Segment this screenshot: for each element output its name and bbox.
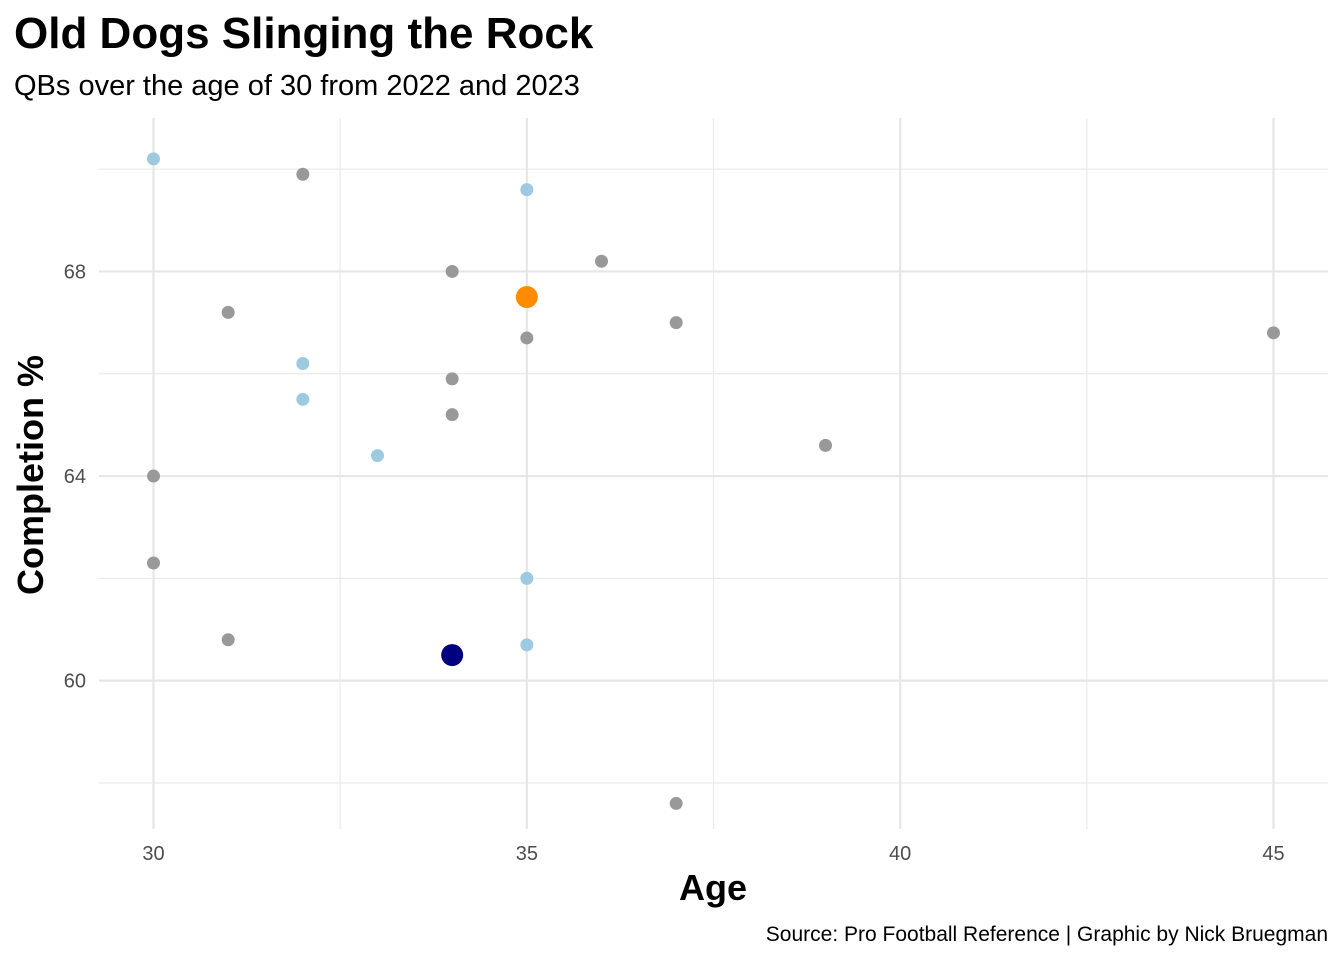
data-point	[147, 469, 161, 483]
x-tick-label: 45	[1262, 843, 1284, 865]
data-point	[520, 183, 534, 197]
data-point	[221, 305, 235, 319]
highlight-point	[441, 644, 464, 667]
y-axis-title: Completion %	[10, 355, 51, 595]
x-axis-ticks: 30 35 40 45	[142, 843, 1284, 865]
data-point	[520, 331, 534, 345]
chart-subtitle: QBs over the age of 30 from 2022 and 202…	[14, 70, 580, 102]
data-point	[445, 408, 459, 422]
data-points	[147, 152, 1280, 810]
data-point	[221, 633, 235, 647]
data-point	[520, 571, 534, 585]
chart-title: Old Dogs Slinging the Rock	[14, 9, 594, 58]
data-point	[296, 392, 310, 406]
data-point	[147, 556, 161, 570]
data-point	[445, 264, 459, 278]
data-point	[147, 152, 161, 166]
y-tick-label: 64	[64, 466, 86, 488]
x-axis-title: Age	[679, 867, 747, 908]
data-point	[595, 254, 609, 268]
y-tick-label: 68	[64, 261, 86, 283]
x-tick-label: 40	[889, 843, 911, 865]
x-tick-label: 30	[142, 843, 164, 865]
y-axis-ticks: 60 64 68	[64, 261, 86, 692]
data-point	[371, 449, 385, 463]
data-point	[818, 438, 832, 452]
highlight-point	[515, 286, 538, 309]
x-tick-label: 35	[516, 843, 538, 865]
data-point	[445, 372, 459, 386]
data-point	[669, 316, 683, 330]
data-point	[296, 357, 310, 371]
y-tick-label: 60	[64, 671, 86, 693]
grid-lines	[99, 118, 1328, 829]
data-point	[296, 167, 310, 181]
data-point	[520, 638, 534, 652]
chart-caption: Source: Pro Football Reference | Graphic…	[765, 923, 1328, 946]
data-point	[669, 796, 683, 810]
data-point	[1266, 326, 1280, 340]
